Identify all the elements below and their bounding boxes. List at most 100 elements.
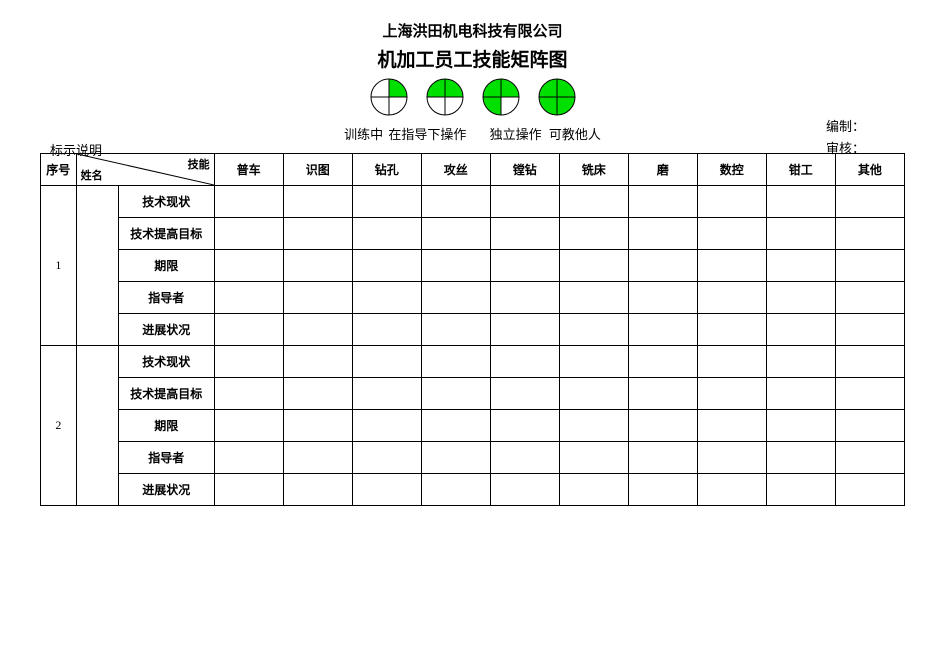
data-cell <box>352 314 421 346</box>
data-cell <box>214 186 283 218</box>
table-row: 进展状况 <box>41 314 905 346</box>
data-cell <box>766 442 835 474</box>
legend-circle-icon <box>482 78 520 116</box>
data-cell <box>283 314 352 346</box>
data-cell <box>559 282 628 314</box>
row-label-cell: 技术现状 <box>118 346 214 378</box>
row-label-cell: 进展状况 <box>118 314 214 346</box>
data-cell <box>628 442 697 474</box>
data-cell <box>835 250 904 282</box>
data-cell <box>766 314 835 346</box>
legend-caption-2: 在指导下操作 <box>388 124 466 143</box>
table-row: 指导者 <box>41 282 905 314</box>
data-cell <box>214 378 283 410</box>
data-cell <box>352 282 421 314</box>
data-cell <box>628 410 697 442</box>
data-cell <box>697 410 766 442</box>
data-cell <box>421 442 490 474</box>
row-label-cell: 指导者 <box>118 282 214 314</box>
data-cell <box>559 186 628 218</box>
header-diag-cell: 技能 姓名 <box>76 154 214 186</box>
header-skill-6: 磨 <box>628 154 697 186</box>
data-cell <box>490 282 559 314</box>
data-cell <box>490 314 559 346</box>
data-cell <box>283 346 352 378</box>
data-cell <box>766 282 835 314</box>
row-label-cell: 进展状况 <box>118 474 214 506</box>
data-cell <box>421 250 490 282</box>
data-cell <box>490 218 559 250</box>
table-header-row: 序号 技能 姓名 普车 识图 钻孔 攻丝 镗钻 铣床 磨 数控 钳工 其他 <box>41 154 905 186</box>
data-cell <box>490 346 559 378</box>
data-cell <box>421 186 490 218</box>
data-cell <box>283 378 352 410</box>
data-cell <box>835 186 904 218</box>
data-cell <box>766 250 835 282</box>
data-cell <box>559 250 628 282</box>
name-cell <box>76 346 118 506</box>
data-cell <box>766 474 835 506</box>
data-cell <box>214 474 283 506</box>
data-cell <box>283 442 352 474</box>
name-cell <box>76 186 118 346</box>
data-cell <box>559 410 628 442</box>
data-cell <box>283 186 352 218</box>
data-cell <box>421 218 490 250</box>
data-cell <box>214 314 283 346</box>
data-cell <box>352 218 421 250</box>
data-cell <box>352 346 421 378</box>
table-row: 期限 <box>41 410 905 442</box>
header-skill-3: 攻丝 <box>421 154 490 186</box>
data-cell <box>214 410 283 442</box>
data-cell <box>697 378 766 410</box>
data-cell <box>559 314 628 346</box>
document-title: 机加工员工技能矩阵图 <box>40 45 905 72</box>
data-cell <box>283 474 352 506</box>
data-cell <box>352 186 421 218</box>
data-cell <box>283 218 352 250</box>
header-skill-8: 钳工 <box>766 154 835 186</box>
data-cell <box>352 442 421 474</box>
data-cell <box>559 474 628 506</box>
header-diag-top: 技能 <box>188 156 210 172</box>
company-name: 上海洪田机电科技有限公司 <box>40 20 905 41</box>
data-cell <box>628 346 697 378</box>
table-row: 技术提高目标 <box>41 218 905 250</box>
approval-block: 编制： 审核： <box>826 116 865 160</box>
data-cell <box>628 282 697 314</box>
data-cell <box>628 250 697 282</box>
row-label-cell: 指导者 <box>118 442 214 474</box>
legend-captions: 训练中 在指导下操作 独立操作 可教他人 <box>40 124 905 143</box>
data-cell <box>766 346 835 378</box>
data-cell <box>421 282 490 314</box>
data-cell <box>628 474 697 506</box>
data-cell <box>628 378 697 410</box>
data-cell <box>559 346 628 378</box>
data-cell <box>214 250 283 282</box>
table-row: 指导者 <box>41 442 905 474</box>
legend-circles <box>370 78 576 116</box>
row-label-cell: 期限 <box>118 410 214 442</box>
table-row: 1技术现状 <box>41 186 905 218</box>
data-cell <box>628 314 697 346</box>
data-cell <box>352 410 421 442</box>
legend-circle-icon <box>538 78 576 116</box>
table-row: 进展状况 <box>41 474 905 506</box>
data-cell <box>835 282 904 314</box>
data-cell <box>766 218 835 250</box>
data-cell <box>628 186 697 218</box>
data-cell <box>352 250 421 282</box>
data-cell <box>421 314 490 346</box>
data-cell <box>835 346 904 378</box>
data-cell <box>214 218 283 250</box>
data-cell <box>421 410 490 442</box>
data-cell <box>835 378 904 410</box>
data-cell <box>835 314 904 346</box>
data-cell <box>283 250 352 282</box>
legend-row <box>40 78 905 116</box>
header-diag-bottom: 姓名 <box>81 167 103 183</box>
data-cell <box>490 410 559 442</box>
data-cell <box>283 410 352 442</box>
data-cell <box>283 282 352 314</box>
data-cell <box>559 442 628 474</box>
